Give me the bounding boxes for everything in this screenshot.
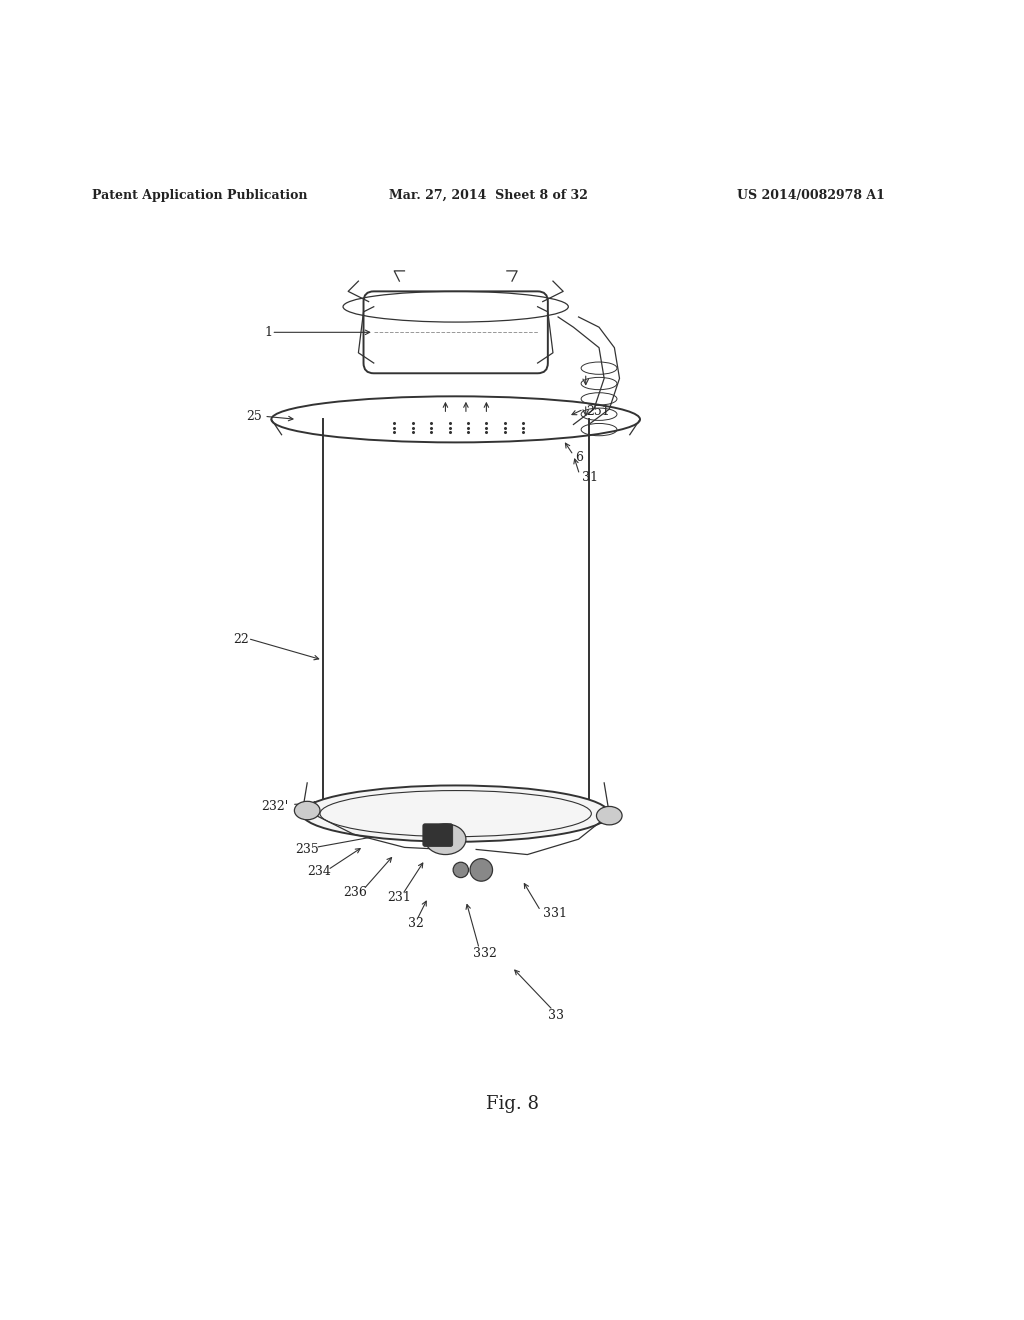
Text: 31: 31 xyxy=(582,471,598,484)
Text: US 2014/0082978 A1: US 2014/0082978 A1 xyxy=(737,189,885,202)
Ellipse shape xyxy=(453,862,469,878)
Text: 32: 32 xyxy=(408,916,424,929)
Ellipse shape xyxy=(470,858,493,882)
Text: 33: 33 xyxy=(548,1008,564,1022)
Text: 234: 234 xyxy=(307,866,331,879)
Text: Patent Application Publication: Patent Application Publication xyxy=(92,189,307,202)
Text: Fig. 8: Fig. 8 xyxy=(485,1096,539,1113)
Text: Mar. 27, 2014  Sheet 8 of 32: Mar. 27, 2014 Sheet 8 of 32 xyxy=(389,189,588,202)
Ellipse shape xyxy=(302,785,609,842)
Text: 1: 1 xyxy=(264,326,272,339)
Ellipse shape xyxy=(425,824,466,854)
Text: 236: 236 xyxy=(343,886,367,899)
Text: 235: 235 xyxy=(295,843,318,855)
Text: 232': 232' xyxy=(261,800,289,813)
Text: 211: 211 xyxy=(582,814,605,828)
Text: 25: 25 xyxy=(246,409,261,422)
FancyBboxPatch shape xyxy=(423,824,453,846)
Text: 231: 231 xyxy=(387,891,411,904)
Text: 332: 332 xyxy=(473,948,497,961)
Text: 22: 22 xyxy=(233,634,249,645)
Text: 6: 6 xyxy=(575,450,584,463)
Ellipse shape xyxy=(295,801,321,820)
Text: 331: 331 xyxy=(543,907,566,920)
Text: 251: 251 xyxy=(586,405,609,417)
Ellipse shape xyxy=(596,807,622,825)
